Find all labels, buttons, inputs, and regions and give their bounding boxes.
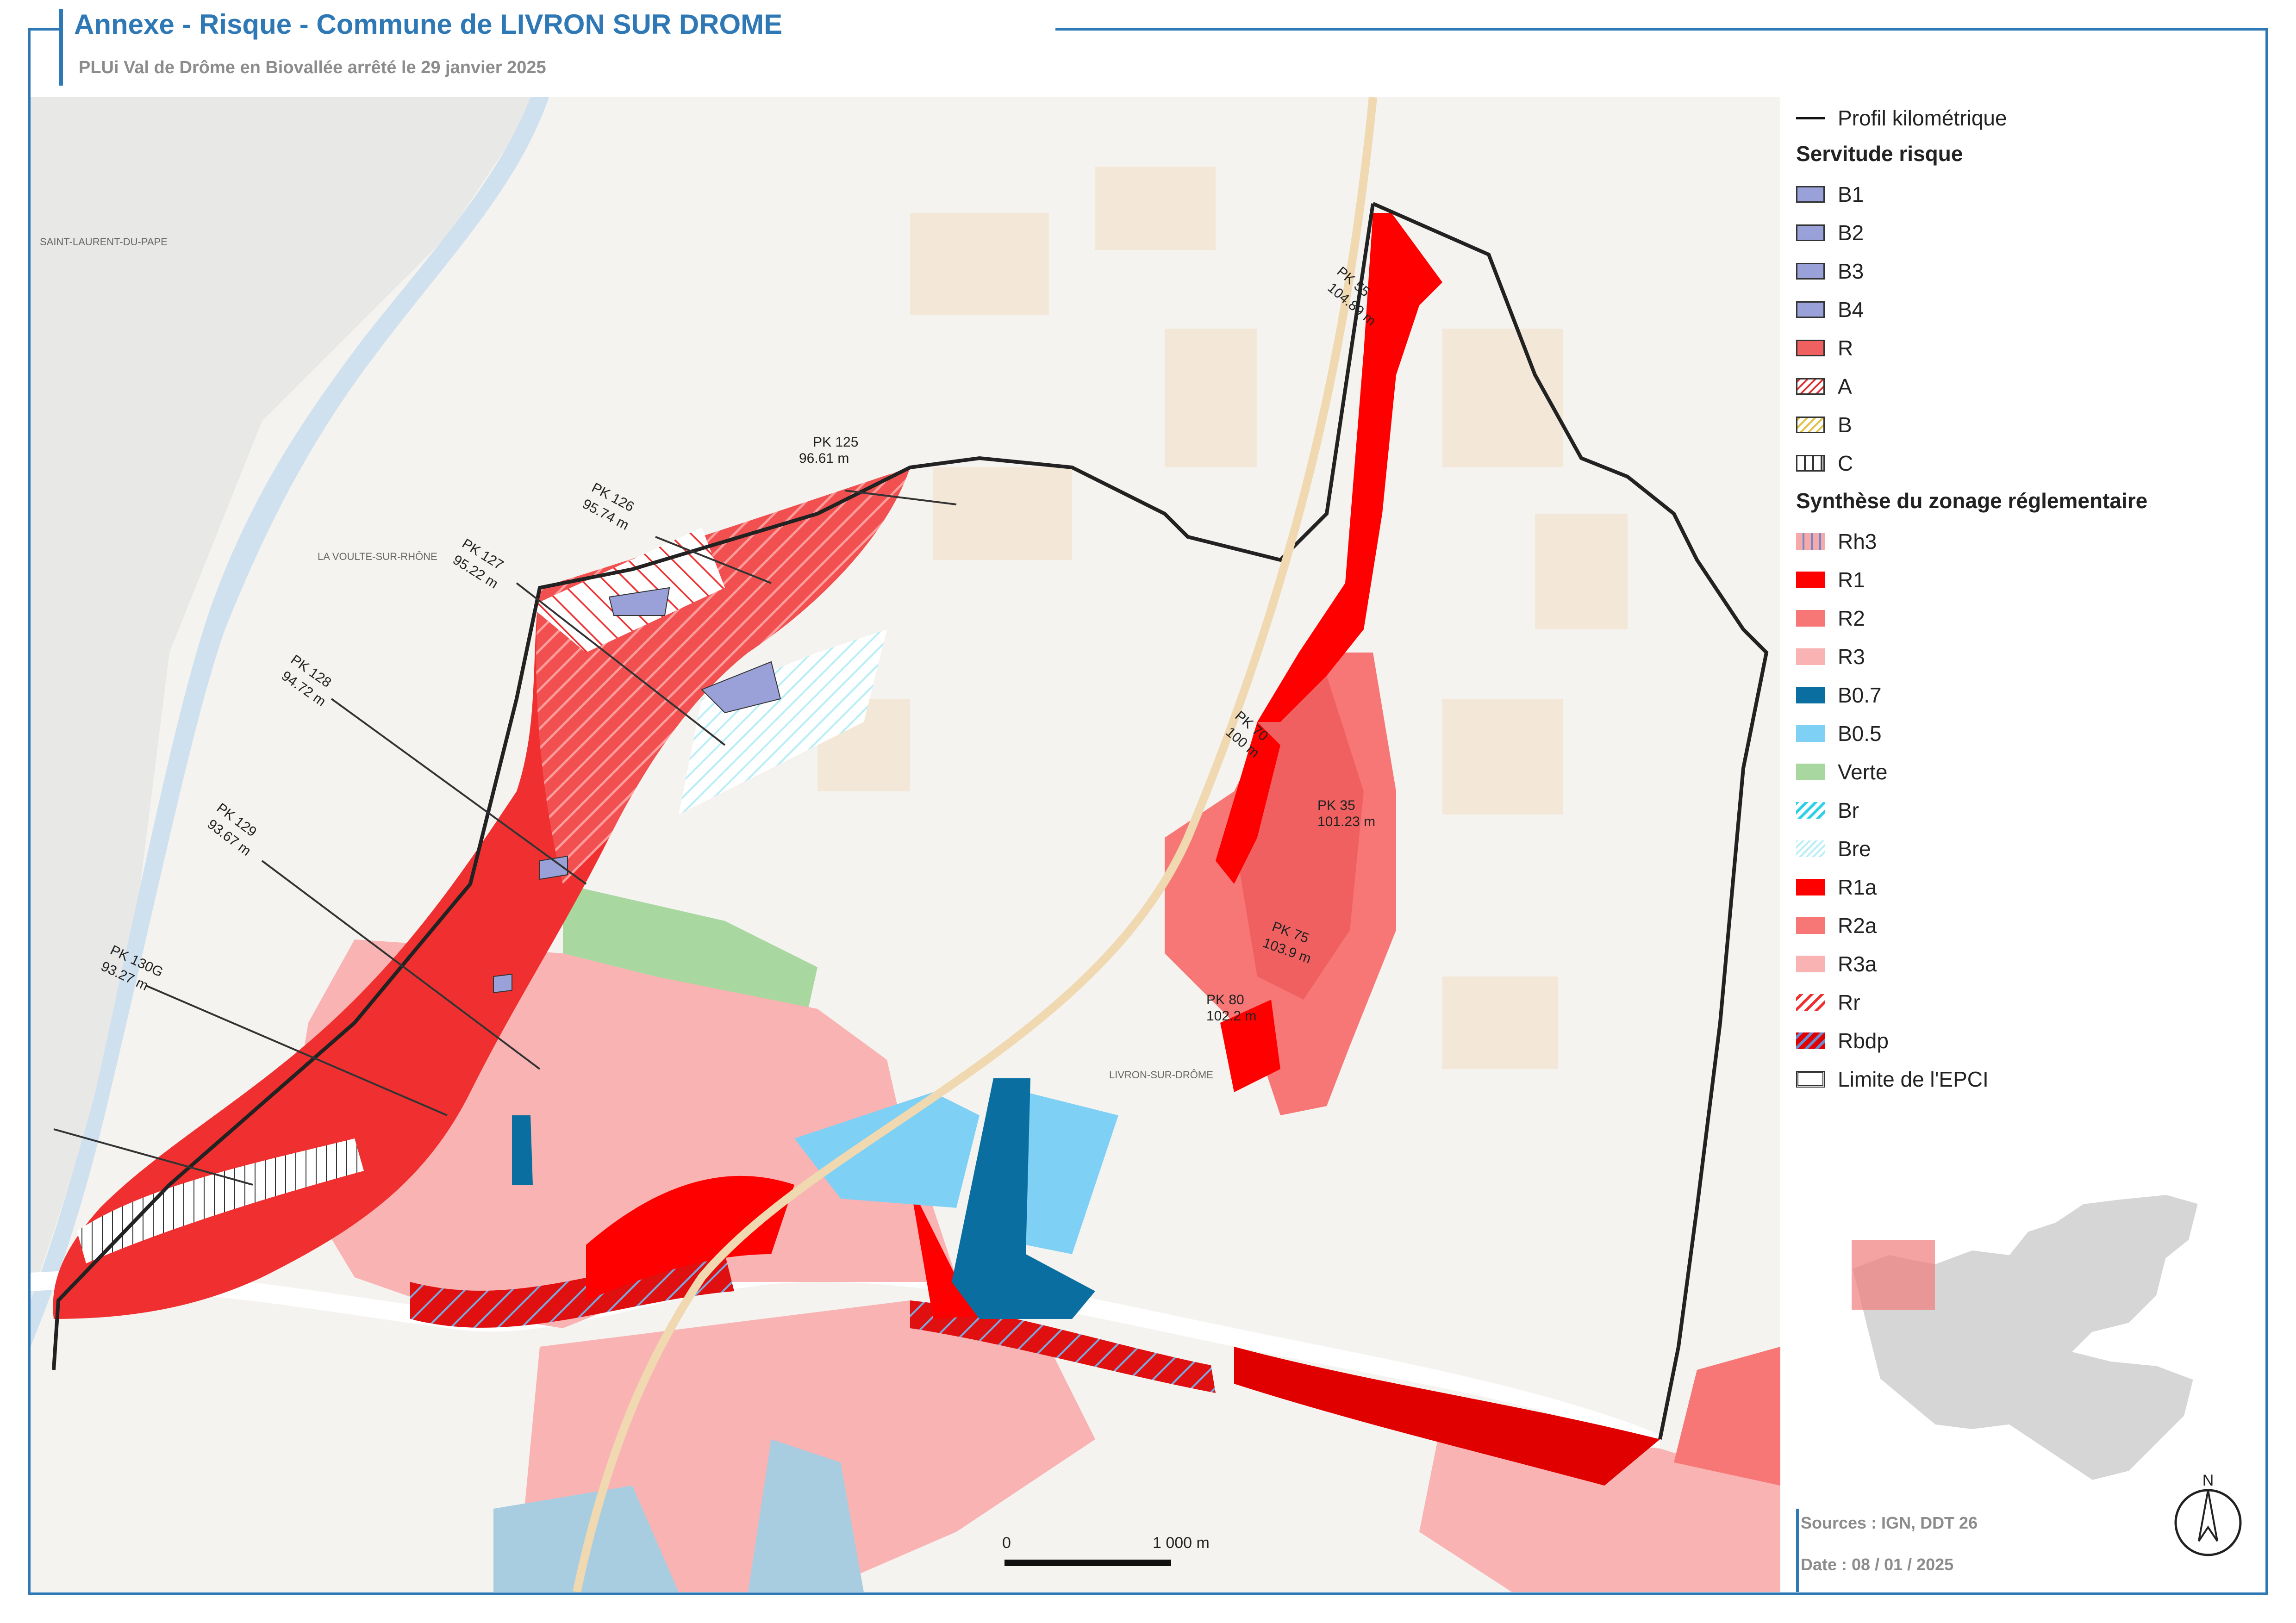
- pk-dist-80: 102.2 m: [1206, 1008, 1256, 1024]
- legend-item-b2: B2: [1796, 219, 1864, 247]
- swatch-b3: [1796, 263, 1825, 280]
- scale-start-label: 0: [1002, 1534, 1011, 1552]
- legend-servitude-title: Servitude risque: [1796, 142, 1963, 166]
- swatch-rh3: [1796, 533, 1825, 550]
- locator-highlight: [1852, 1240, 1935, 1310]
- legend-b4-label: B4: [1838, 298, 1864, 322]
- legend-r3a-label: R3a: [1838, 952, 1877, 976]
- legend-a-label: A: [1838, 374, 1852, 398]
- swatch-rr: [1796, 994, 1825, 1011]
- legend-item-b1: B1: [1796, 180, 1864, 208]
- legend-r-label: R: [1838, 336, 1853, 360]
- legend-br-label: Br: [1838, 798, 1859, 822]
- legend-item-r2: R2: [1796, 604, 1865, 632]
- title-background: [60, 9, 1055, 56]
- legend-item-r: R: [1796, 334, 1853, 362]
- legend-synthese-title: Synthèse du zonage réglementaire: [1796, 489, 2148, 513]
- legend-item-b3: B3: [1796, 257, 1864, 285]
- legend-r2a-label: R2a: [1838, 914, 1877, 938]
- legend-item-rbdp: Rbdp: [1796, 1027, 1889, 1055]
- north-label: N: [2202, 1472, 2214, 1489]
- swatch-epci: [1796, 1071, 1825, 1088]
- legend-item-rr: Rr: [1796, 989, 1860, 1016]
- legend-rbdp-label: Rbdp: [1838, 1029, 1889, 1053]
- legend-item-verte: Verte: [1796, 758, 1887, 786]
- page-frame: [28, 28, 2268, 1595]
- date-text: Date : 08 / 01 / 2025: [1801, 1555, 1954, 1574]
- legend-r3-label: R3: [1838, 645, 1865, 669]
- legend-r1-label: R1: [1838, 568, 1865, 592]
- swatch-verte: [1796, 764, 1825, 780]
- place-saint-laurent: SAINT-LAURENT-DU-PAPE: [40, 236, 168, 248]
- title-accent-bar: [59, 9, 63, 86]
- scale-end-label: 1 000 m: [1153, 1534, 1210, 1552]
- locator-map: [1850, 1193, 2200, 1482]
- swatch-br: [1796, 802, 1825, 819]
- swatch-b1: [1796, 186, 1825, 203]
- legend-item-b05: B0.5: [1796, 720, 1882, 747]
- legend-epci-label: Limite de l'EPCI: [1838, 1067, 1989, 1091]
- swatch-c: [1796, 455, 1825, 472]
- legend-item-epci: Limite de l'EPCI: [1796, 1065, 1989, 1093]
- legend-c-label: C: [1838, 451, 1853, 475]
- pk-label-125: PK 125: [813, 435, 858, 450]
- legend-profil-label: Profil kilométrique: [1838, 106, 2007, 130]
- legend-item-r3a: R3a: [1796, 950, 1877, 978]
- legend-r2-label: R2: [1838, 606, 1865, 630]
- map-title: Annexe - Risque - Commune de LIVRON SUR …: [74, 9, 783, 40]
- swatch-r3a: [1796, 956, 1825, 972]
- map-subtitle: PLUi Val de Drôme en Biovallée arrêté le…: [79, 58, 546, 77]
- scale-bar: [1004, 1560, 1171, 1566]
- legend-profil: Profil kilométrique: [1796, 104, 2007, 132]
- legend-r1a-label: R1a: [1838, 875, 1877, 899]
- pk-label-35: PK 35: [1317, 798, 1355, 813]
- legend-item-bre: Bre: [1796, 835, 1871, 863]
- swatch-bre: [1796, 840, 1825, 857]
- place-livron: LIVRON-SUR-DRÔME: [1109, 1069, 1213, 1081]
- legend-item-b4: B4: [1796, 296, 1864, 323]
- swatch-b4: [1796, 301, 1825, 318]
- swatch-r: [1796, 340, 1825, 356]
- place-la-voulte: LA VOULTE-SUR-RHÔNE: [318, 551, 437, 562]
- swatch-b05: [1796, 725, 1825, 742]
- legend-b2-label: B2: [1838, 221, 1864, 245]
- legend-b07-label: B0.7: [1838, 683, 1882, 707]
- legend-b-label: B: [1838, 413, 1852, 437]
- pk-label-80: PK 80: [1206, 992, 1244, 1007]
- legend-rh3-label: Rh3: [1838, 529, 1877, 553]
- legend-item-b: B: [1796, 411, 1852, 439]
- legend-item-c: C: [1796, 449, 1853, 477]
- legend-item-a: A: [1796, 373, 1852, 400]
- map-canvas[interactable]: PK 125 96.61 m PK 126 95.74 m PK 127 95.…: [31, 97, 1780, 1592]
- legend-item-r2a: R2a: [1796, 912, 1877, 939]
- swatch-r3: [1796, 648, 1825, 665]
- legend-item-r1a: R1a: [1796, 873, 1877, 901]
- legend-b3-label: B3: [1838, 259, 1864, 283]
- swatch-r2: [1796, 610, 1825, 627]
- legend-item-br: Br: [1796, 796, 1859, 824]
- pk-dist-125: 96.61 m: [799, 451, 849, 466]
- legend-item-b07: B0.7: [1796, 681, 1882, 709]
- swatch-a: [1796, 378, 1825, 395]
- north-arrow-icon: N: [2174, 1472, 2242, 1556]
- legend-item-r1: R1: [1796, 566, 1865, 594]
- swatch-r1a: [1796, 879, 1825, 895]
- sources-text: Sources : IGN, DDT 26: [1801, 1513, 1978, 1532]
- swatch-rbdp: [1796, 1032, 1825, 1049]
- legend-b05-label: B0.5: [1838, 721, 1882, 746]
- swatch-r2a: [1796, 917, 1825, 934]
- profil-line-swatch: [1796, 117, 1825, 119]
- legend-rr-label: Rr: [1838, 990, 1860, 1014]
- legend-item-rh3: Rh3: [1796, 528, 1877, 555]
- legend-item-r3: R3: [1796, 643, 1865, 671]
- pk-dist-35: 101.23 m: [1317, 814, 1375, 829]
- legend-bre-label: Bre: [1838, 837, 1871, 861]
- legend-verte-label: Verte: [1838, 760, 1888, 784]
- legend-b1-label: B1: [1838, 182, 1864, 206]
- footer-accent-bar: [1796, 1509, 1799, 1592]
- swatch-b07: [1796, 687, 1825, 703]
- swatch-b2: [1796, 224, 1825, 241]
- swatch-r1: [1796, 572, 1825, 588]
- swatch-b: [1796, 417, 1825, 433]
